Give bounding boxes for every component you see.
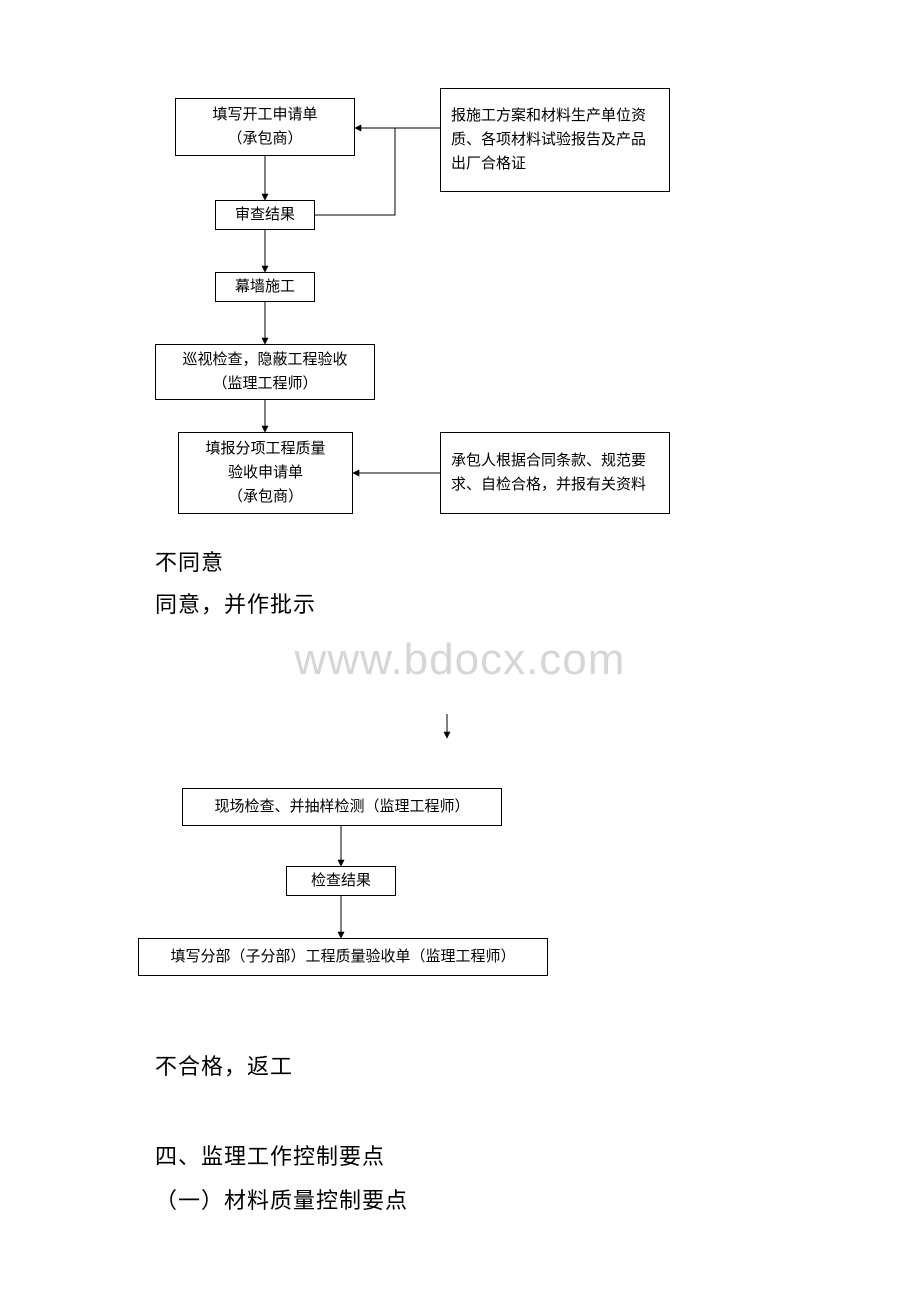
watermark: www.bdocx.com <box>0 635 920 685</box>
text-disagree: 不同意 <box>155 542 775 584</box>
flow2-box-g-text: 检查结果 <box>293 869 389 893</box>
flow2-box-g: 检查结果 <box>286 866 396 896</box>
flow1-box-b-text: 审查结果 <box>222 203 308 227</box>
flow1-box-d-line1: 巡视检查，隐蔽工程验收 <box>162 348 368 372</box>
flow1-box-a-line2: （承包商） <box>182 127 348 151</box>
text-fail: 不合格，返工 <box>155 1046 775 1088</box>
text-section4: 四、监理工作控制要点 <box>155 1136 775 1178</box>
flow1-box-e-line1: 填报分项工程质量 <box>185 437 346 461</box>
flow1-box-a-line1: 填写开工申请单 <box>182 103 348 127</box>
page: 填写开工申请单 （承包商） 审查结果 幕墙施工 巡视检查，隐蔽工程验收 （监理工… <box>0 0 920 1302</box>
flow1-side-top: 报施工方案和材料生产单位资质、各项材料试验报告及产品出厂合格证 <box>440 88 670 192</box>
flow1-box-b: 审查结果 <box>215 200 315 230</box>
flow1-box-d: 巡视检查，隐蔽工程验收 （监理工程师） <box>155 344 375 400</box>
text-agree: 同意，并作批示 <box>155 584 775 626</box>
flow2-box-f-text: 现场检查、并抽样检测（监理工程师） <box>189 795 495 819</box>
flow2-box-h-text: 填写分部（子分部）工程质量验收单（监理工程师） <box>145 945 541 969</box>
flow1-box-e-line3: （承包商） <box>185 485 346 509</box>
flow2-box-f: 现场检查、并抽样检测（监理工程师） <box>182 788 502 826</box>
flow1-box-e: 填报分项工程质量 验收申请单 （承包商） <box>178 432 353 514</box>
flow1-box-a: 填写开工申请单 （承包商） <box>175 98 355 156</box>
flow1-box-c: 幕墙施工 <box>215 272 315 302</box>
flow1-box-e-line2: 验收申请单 <box>185 461 346 485</box>
flow1-box-d-line2: （监理工程师） <box>162 372 368 396</box>
flow1-side-top-text: 报施工方案和材料生产单位资质、各项材料试验报告及产品出厂合格证 <box>451 104 659 176</box>
text-section4-1: （一）材料质量控制要点 <box>155 1180 775 1222</box>
flow1-box-c-text: 幕墙施工 <box>222 275 308 299</box>
flow1-side-bottom-text: 承包人根据合同条款、规范要求、自检合格，并报有关资料 <box>451 449 659 497</box>
flow1-side-bottom: 承包人根据合同条款、规范要求、自检合格，并报有关资料 <box>440 432 670 514</box>
flow2-box-h: 填写分部（子分部）工程质量验收单（监理工程师） <box>138 938 548 976</box>
